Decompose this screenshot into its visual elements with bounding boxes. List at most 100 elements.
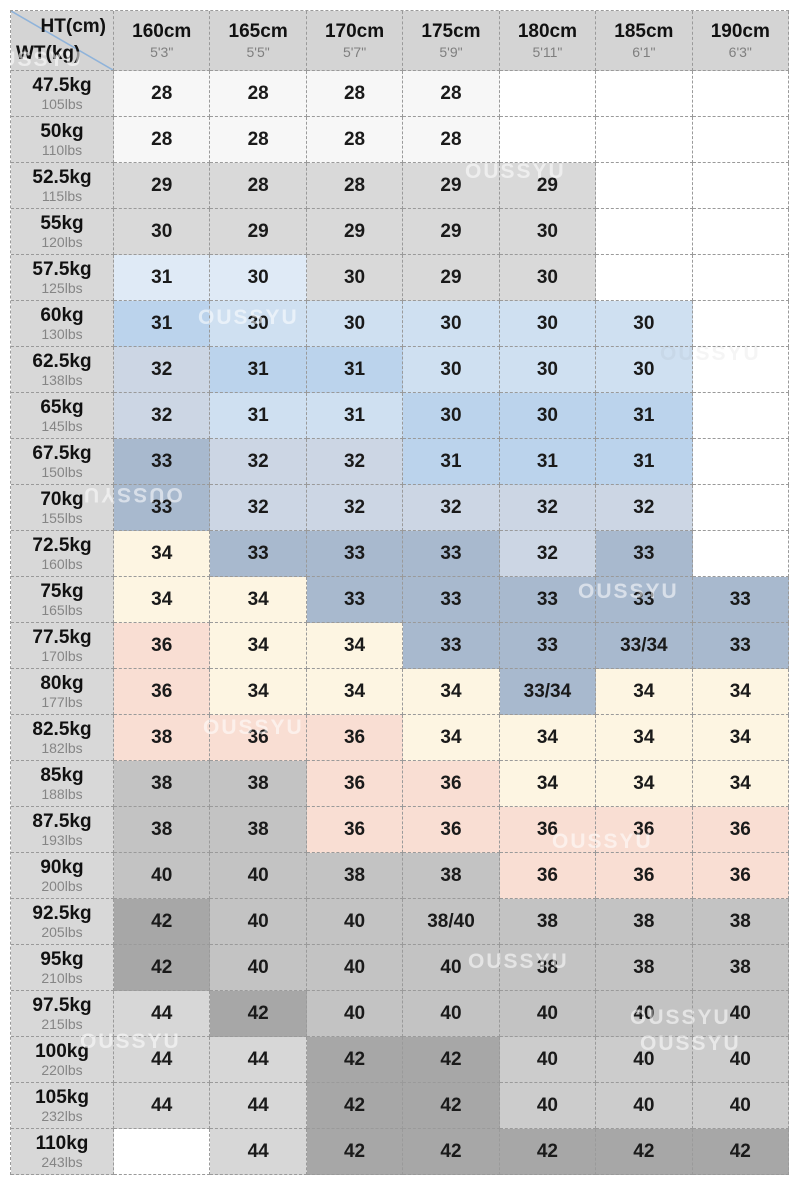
column-height-ft: 5'9" xyxy=(439,44,463,61)
size-cell xyxy=(596,255,693,301)
size-cell: 34 xyxy=(210,669,307,715)
row-weight-lbs: 160lbs xyxy=(41,556,83,573)
size-cell: 31 xyxy=(596,439,693,485)
size-cell: 36 xyxy=(692,853,789,899)
size-cell: 40 xyxy=(306,991,404,1037)
size-cell: 30 xyxy=(306,255,404,301)
size-cell: 33 xyxy=(596,531,693,577)
size-cell: 38 xyxy=(210,807,307,853)
row-header: 72.5kg 160lbs xyxy=(11,531,114,577)
size-cell: 32 xyxy=(596,485,693,531)
row-header: 75kg 165lbs xyxy=(11,577,114,623)
size-cell xyxy=(692,393,789,439)
size-cell: 36 xyxy=(306,715,404,761)
size-cell: 40 xyxy=(596,991,693,1037)
size-cell: 42 xyxy=(596,1129,693,1175)
size-cell: 30 xyxy=(499,347,597,393)
row-header: 97.5kg 215lbs xyxy=(11,991,114,1037)
size-cell: 42 xyxy=(306,1083,404,1129)
row-header: 62.5kg 138lbs xyxy=(11,347,114,393)
size-cell: 33 xyxy=(499,577,597,623)
size-cell xyxy=(596,209,693,255)
size-cell: 42 xyxy=(403,1037,500,1083)
size-cell: 40 xyxy=(210,945,307,991)
size-cell: 32 xyxy=(210,439,307,485)
size-cell: 30 xyxy=(499,301,597,347)
row-weight-lbs: 150lbs xyxy=(41,464,83,481)
row-weight-lbs: 170lbs xyxy=(41,648,83,665)
row-weight-lbs: 145lbs xyxy=(41,418,83,435)
column-header: 165cm 5'5" xyxy=(210,11,307,71)
column-height-ft: 6'1" xyxy=(632,44,656,61)
size-cell: 42 xyxy=(114,899,211,945)
size-cell: 36 xyxy=(114,669,211,715)
row-weight-kg: 90kg xyxy=(40,856,84,878)
column-header: 190cm 6'3" xyxy=(692,11,789,71)
column-height-ft: 5'7" xyxy=(342,44,367,61)
row-weight-lbs: 115lbs xyxy=(41,188,83,205)
size-cell: 30 xyxy=(403,393,500,439)
size-cell: 34 xyxy=(596,669,693,715)
size-cell: 31 xyxy=(114,301,211,347)
row-weight-kg: 110kg xyxy=(35,1132,89,1154)
size-cell: 30 xyxy=(596,301,693,347)
row-weight-lbs: 188lbs xyxy=(41,786,83,803)
column-height-cm: 175cm xyxy=(421,20,481,42)
size-cell: 33 xyxy=(210,531,307,577)
column-header: 160cm 5'3" xyxy=(114,11,211,71)
row-header: 110kg 243lbs xyxy=(11,1129,114,1175)
row-weight-kg: 105kg xyxy=(35,1086,89,1108)
size-cell: 44 xyxy=(210,1083,307,1129)
size-cell: 33 xyxy=(692,623,789,669)
size-cell: 33 xyxy=(403,577,500,623)
size-cell: 38 xyxy=(114,761,211,807)
size-cell: 30 xyxy=(596,347,693,393)
size-cell xyxy=(692,255,789,301)
size-cell: 32 xyxy=(403,485,500,531)
size-cell: 42 xyxy=(499,1129,597,1175)
size-cell: 44 xyxy=(114,1083,211,1129)
size-cell xyxy=(596,117,693,163)
size-cell: 32 xyxy=(499,531,597,577)
size-cell: 42 xyxy=(114,945,211,991)
row-header: 85kg 188lbs xyxy=(11,761,114,807)
row-weight-lbs: 193lbs xyxy=(41,832,83,849)
column-height-cm: 185cm xyxy=(614,20,674,42)
row-weight-kg: 80kg xyxy=(40,672,84,694)
size-cell: 42 xyxy=(403,1083,500,1129)
row-weight-kg: 52.5kg xyxy=(32,166,92,188)
size-cell: 31 xyxy=(403,439,500,485)
row-weight-kg: 82.5kg xyxy=(32,718,92,740)
size-cell: 31 xyxy=(210,347,307,393)
row-weight-lbs: 130lbs xyxy=(41,326,83,343)
size-cell: 34 xyxy=(210,577,307,623)
size-cell: 42 xyxy=(306,1037,404,1083)
size-cell: 38 xyxy=(692,899,789,945)
size-cell: 34 xyxy=(692,761,789,807)
row-weight-kg: 87.5kg xyxy=(32,810,92,832)
row-weight-kg: 77.5kg xyxy=(32,626,92,648)
size-cell: 42 xyxy=(692,1129,789,1175)
size-cell: 40 xyxy=(210,899,307,945)
column-header: 170cm 5'7" xyxy=(306,11,404,71)
size-cell: 42 xyxy=(306,1129,404,1175)
size-cell xyxy=(692,163,789,209)
size-cell: 40 xyxy=(499,1037,597,1083)
size-cell: 38/40 xyxy=(403,899,500,945)
size-cell: 33 xyxy=(692,577,789,623)
row-weight-kg: 57.5kg xyxy=(32,258,92,280)
row-weight-kg: 50kg xyxy=(40,120,84,142)
size-cell: 34 xyxy=(596,715,693,761)
size-cell: 30 xyxy=(306,301,404,347)
row-weight-lbs: 220lbs xyxy=(41,1062,83,1079)
row-header: 47.5kg 105lbs xyxy=(11,71,114,117)
size-cell: 31 xyxy=(596,393,693,439)
size-cell: 40 xyxy=(403,945,500,991)
size-cell: 33 xyxy=(403,531,500,577)
row-header: 50kg 110lbs xyxy=(11,117,114,163)
row-weight-kg: 100kg xyxy=(35,1040,89,1062)
size-cell: 36 xyxy=(114,623,211,669)
row-header: 80kg 177lbs xyxy=(11,669,114,715)
row-weight-lbs: 182lbs xyxy=(41,740,83,757)
size-cell: 28 xyxy=(210,117,307,163)
